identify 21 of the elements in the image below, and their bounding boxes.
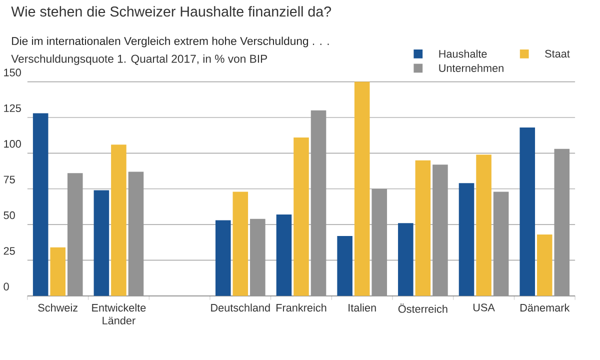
y-tick-label: 50 <box>4 211 15 220</box>
x-tick-label: Entwickelte Länder <box>92 304 146 324</box>
legend-label: Haushalte <box>439 50 487 58</box>
y-tick-label: 0 <box>4 282 9 290</box>
chart-subtitle: Die im internationalen Vergleich extrem hohe Verschuldung . . . <box>12 36 329 48</box>
legend-label: Staat <box>545 50 570 58</box>
x-tick-label: Deutschland <box>211 304 270 312</box>
chart-title: Wie stehen die Schweizer Haushalte finanziell da? <box>11 6 332 17</box>
y-tick-label: 100 <box>4 140 21 148</box>
x-tick-label: Österreich <box>398 304 448 313</box>
x-tick-label: Italien <box>348 304 376 312</box>
y-tick-label: 75 <box>4 176 15 184</box>
legend-label: Unternehmen <box>439 64 504 72</box>
x-tick-label: Frankreich <box>276 304 326 312</box>
x-tick-label: USA <box>473 304 495 312</box>
x-tick-label: Dänemark <box>520 304 570 312</box>
y-tick-label: 25 <box>4 247 15 255</box>
y-axis-title: Verschuldungsquote 1. Quartal 2017, in % von BIP <box>11 54 268 65</box>
y-tick-label: 125 <box>4 104 21 112</box>
x-tick-label: Schweiz <box>38 304 78 312</box>
y-tick-label: 150 <box>4 68 21 76</box>
